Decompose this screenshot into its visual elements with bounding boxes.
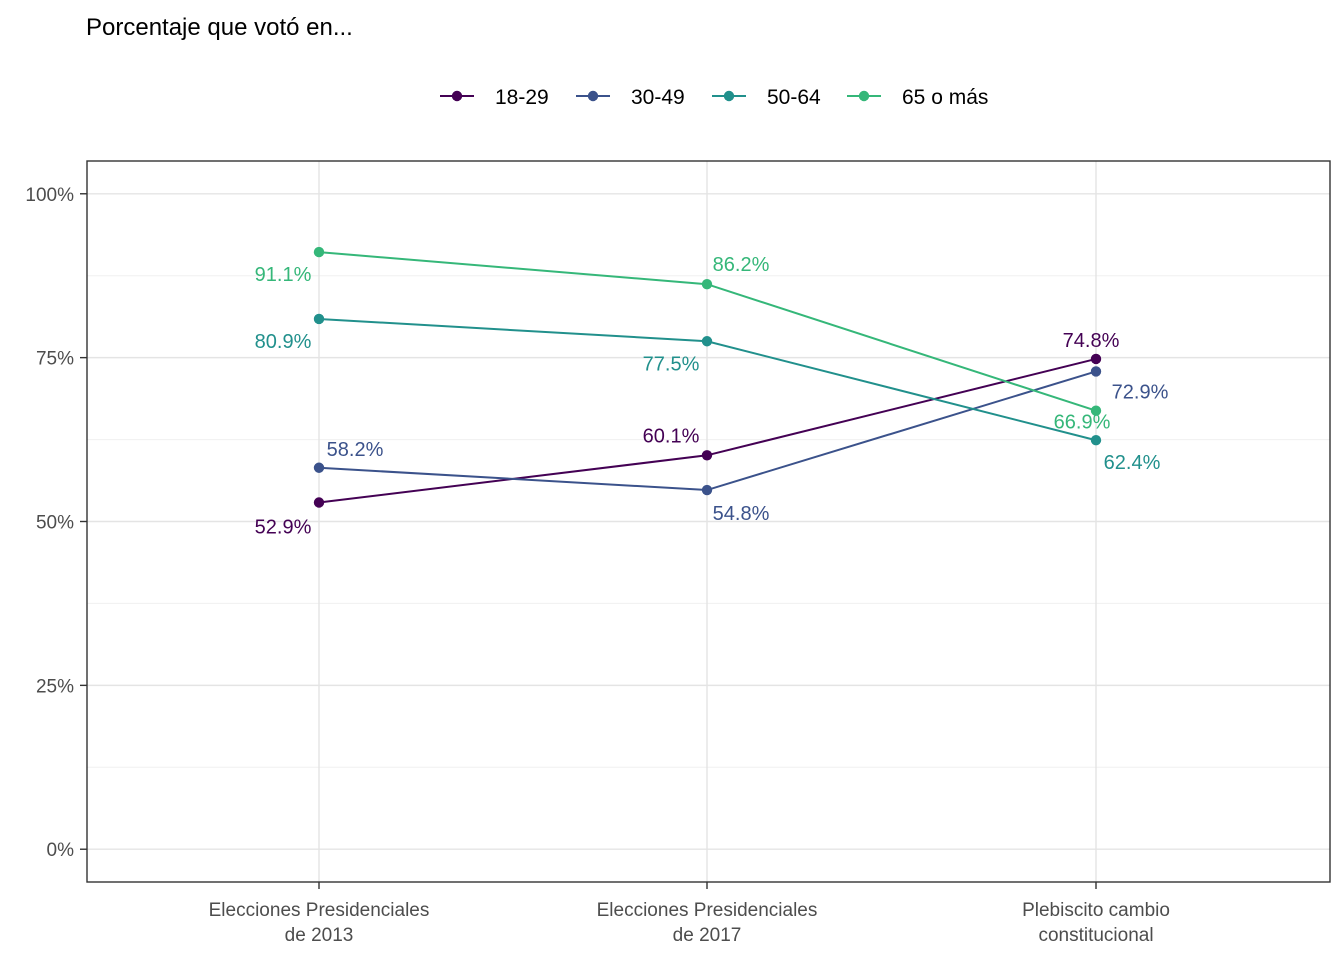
x-tick-label: Plebiscito cambio constitucional (1022, 900, 1170, 946)
legend-key-point (858, 90, 870, 102)
data-label: 54.8% (713, 503, 770, 525)
data-label: 77.5% (643, 353, 700, 375)
data-point (701, 450, 713, 461)
panel-border (86, 160, 1331, 883)
legend-label: 30-49 (631, 86, 685, 109)
data-point (313, 313, 325, 325)
legend-key-point (451, 90, 463, 102)
y-tick-label: 0% (47, 840, 75, 861)
data-label: 66.9% (1054, 412, 1111, 434)
data-point (1090, 366, 1102, 377)
chart-title: Porcentaje que votó en... (86, 14, 353, 41)
data-point (701, 484, 713, 496)
data-label: 62.4% (1104, 452, 1161, 474)
data-label: 72.9% (1112, 381, 1169, 403)
series-layer (313, 246, 1102, 508)
legend-label: 18-29 (495, 86, 549, 109)
data-label-layer: 52.9% 60.1% 74.8% 58.2% 54.8% 72.9% 80.9% 77.5%… (255, 254, 1169, 538)
data-label: 52.9% (255, 516, 312, 538)
data-point (1090, 353, 1102, 365)
data-point (701, 279, 713, 290)
legend-key-point (587, 90, 599, 102)
data-label: 58.2% (327, 439, 384, 461)
y-tick-label: 75% (36, 349, 74, 370)
data-label: 74.8% (1063, 330, 1120, 352)
data-point (701, 336, 713, 347)
data-point (313, 462, 325, 473)
x-tick-label: Elecciones Presidenciales de 2017 (597, 900, 818, 946)
data-point (313, 246, 325, 258)
data-label: 80.9% (255, 331, 312, 353)
x-tick-label: Elecciones Presidenciales de 2013 (209, 900, 430, 946)
data-point (313, 497, 325, 508)
legend-label: 65 o más (902, 86, 988, 109)
grid-layer (87, 161, 1330, 882)
data-label: 91.1% (255, 264, 312, 286)
y-tick-label: 100% (25, 185, 74, 206)
legend-label: 50-64 (767, 86, 821, 109)
data-point (1090, 405, 1102, 416)
data-label: 86.2% (713, 254, 770, 276)
axis-layer: 0% 25% 50% 75% 100% Elecciones Presidenciales… (25, 160, 1331, 946)
data-point (1090, 435, 1102, 446)
legend-key-point (723, 90, 735, 102)
data-label: 60.1% (643, 425, 700, 447)
legend: 18-29 30-49 50-64 65 o más (440, 86, 988, 109)
y-tick-label: 50% (36, 513, 74, 534)
y-tick-label: 25% (36, 676, 74, 697)
